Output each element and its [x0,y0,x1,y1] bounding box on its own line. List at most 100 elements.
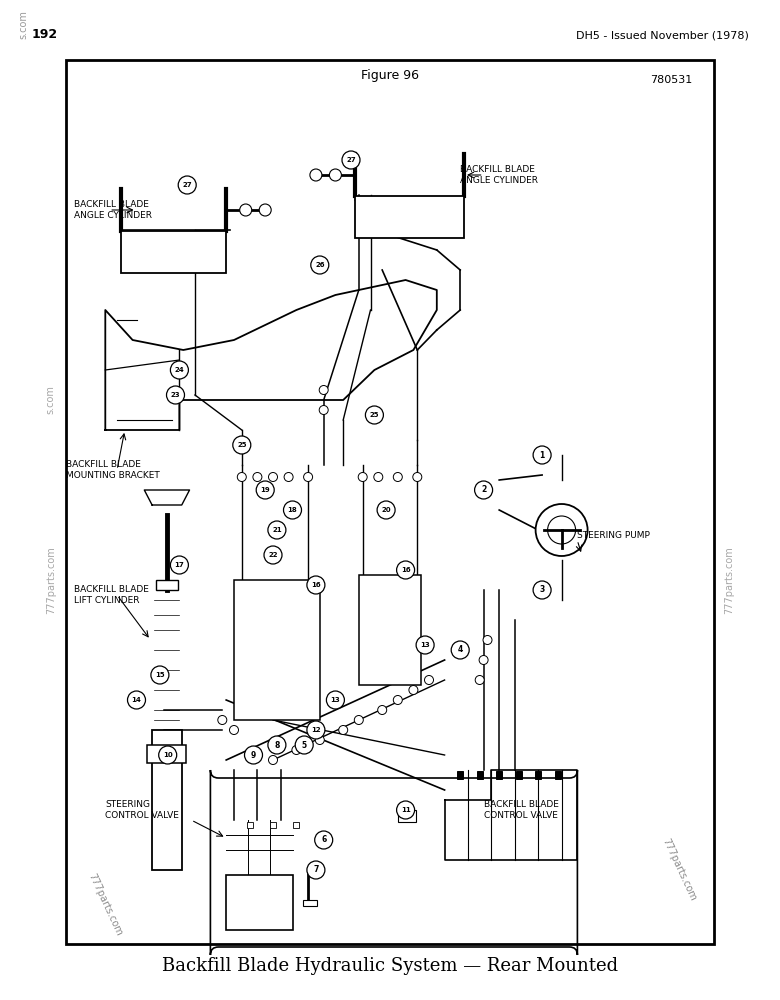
Text: 777parts.com: 777parts.com [46,546,55,614]
Text: Figure 96: Figure 96 [361,70,419,83]
Circle shape [237,473,246,482]
Circle shape [253,473,262,482]
Text: 3: 3 [540,585,544,594]
Circle shape [475,676,484,685]
Text: 8: 8 [275,740,279,750]
Text: 1: 1 [540,451,544,460]
Circle shape [329,169,342,181]
Text: 16: 16 [311,582,321,588]
Bar [156,580,178,590]
Circle shape [315,736,324,744]
Text: 777parts.com: 777parts.com [660,837,697,903]
Text: 6: 6 [321,835,326,844]
Text: BACKFILL BLADE
CONTROL VALVE: BACKFILL BLADE CONTROL VALVE [484,800,558,820]
Circle shape [409,686,418,694]
Circle shape [365,406,384,424]
Circle shape [284,473,293,482]
Circle shape [307,576,325,594]
Circle shape [396,561,415,579]
Text: 192: 192 [31,28,57,41]
Text: BACKFILL BLADE
ANGLE CYLINDER: BACKFILL BLADE ANGLE CYLINDER [460,165,538,185]
Bar [516,771,522,779]
Circle shape [416,636,434,654]
Circle shape [218,716,227,724]
Text: 16: 16 [401,567,410,573]
Circle shape [413,473,422,482]
Circle shape [268,756,278,764]
Text: 15: 15 [155,672,165,678]
Circle shape [307,721,325,739]
Circle shape [256,481,275,499]
Text: 26: 26 [315,262,324,268]
Circle shape [533,581,551,599]
Circle shape [396,801,415,819]
Text: 9: 9 [251,750,256,760]
Circle shape [295,736,314,754]
Text: 27: 27 [346,157,356,163]
Text: BACKFILL BLADE
MOUNTING BRACKET: BACKFILL BLADE MOUNTING BRACKET [66,460,160,480]
Text: Backfill Blade Hydraulic System — Rear Mounted: Backfill Blade Hydraulic System — Rear M… [162,957,618,975]
Text: 11: 11 [401,807,410,813]
Circle shape [158,746,177,764]
Circle shape [342,151,360,169]
Circle shape [326,691,345,709]
Circle shape [283,501,302,519]
Circle shape [244,746,263,764]
Text: 4: 4 [458,646,463,654]
Circle shape [264,546,282,564]
Circle shape [479,656,488,665]
Bar [66,60,714,944]
Circle shape [166,386,185,404]
Circle shape [268,736,286,754]
Text: DH5 - Issued November (1978): DH5 - Issued November (1978) [576,30,749,40]
Bar [477,771,483,779]
Text: 27: 27 [183,182,192,188]
Text: 18: 18 [288,507,297,513]
Text: STEERING
CONTROL VALVE: STEERING CONTROL VALVE [105,800,179,820]
Bar [496,771,502,779]
Bar [457,771,463,779]
Circle shape [374,473,383,482]
Text: s.com: s.com [46,386,55,414]
Circle shape [229,726,239,734]
Circle shape [393,473,402,482]
Circle shape [307,861,325,879]
Circle shape [170,556,189,574]
Bar [398,810,416,822]
Bar [121,231,226,273]
Circle shape [358,473,367,482]
Text: 25: 25 [237,442,246,448]
Text: 7: 7 [314,865,318,874]
Circle shape [377,501,395,519]
Text: 22: 22 [268,552,278,558]
Circle shape [170,361,189,379]
Text: STEERING PUMP: STEERING PUMP [577,530,650,540]
Circle shape [354,716,363,724]
Circle shape [239,204,252,216]
Circle shape [319,405,328,414]
Text: 21: 21 [272,527,282,533]
Text: BACKFILL BLADE
ANGLE CYLINDER: BACKFILL BLADE ANGLE CYLINDER [74,200,152,220]
Bar [147,745,186,763]
Circle shape [393,696,402,704]
Bar [152,730,182,870]
Circle shape [339,726,348,734]
Bar [303,900,317,906]
Circle shape [548,516,576,544]
Circle shape [483,636,492,645]
Text: 19: 19 [261,487,270,493]
Bar [270,822,276,828]
Circle shape [232,436,251,454]
Text: BACKFILL BLADE
LIFT CYLINDER: BACKFILL BLADE LIFT CYLINDER [74,585,149,605]
Text: 25: 25 [370,412,379,418]
Circle shape [310,169,322,181]
Text: 2: 2 [481,486,486,494]
Text: 14: 14 [132,697,141,703]
Circle shape [259,204,271,216]
Bar [355,196,464,238]
Text: 24: 24 [175,367,184,373]
Circle shape [292,746,301,754]
Circle shape [268,473,278,482]
Circle shape [319,385,328,394]
Text: 12: 12 [311,727,321,733]
